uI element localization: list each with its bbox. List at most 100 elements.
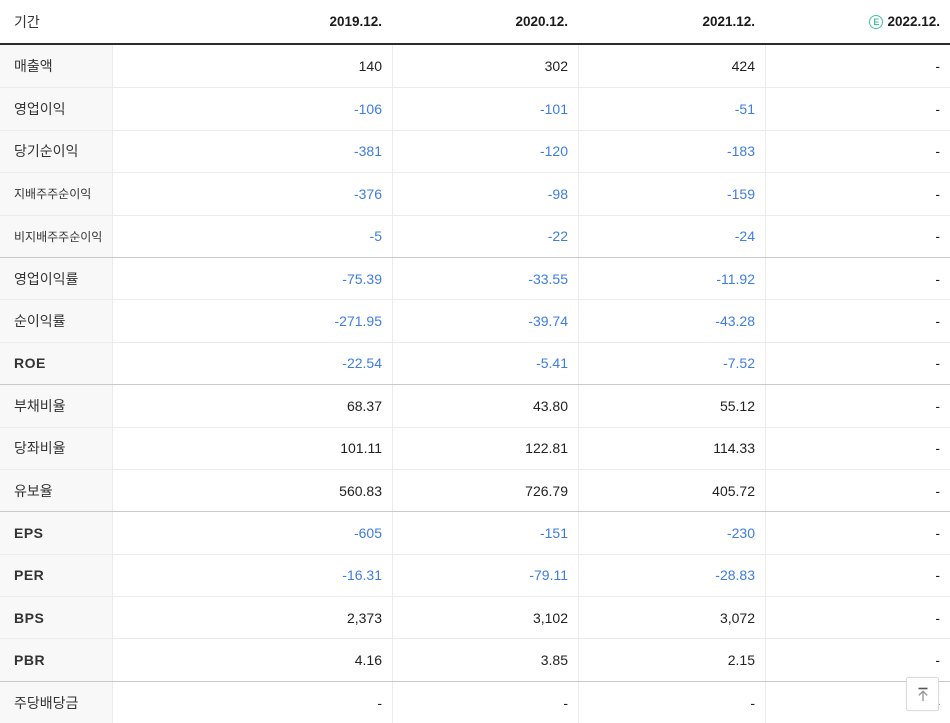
cell-value: -: [765, 88, 950, 130]
table-row: 당좌비율 101.11 122.81 114.33 -: [0, 426, 950, 469]
table-row: 영업이익률 -75.39 -33.55 -11.92 -: [0, 256, 950, 300]
row-label: 지배주주순이익: [0, 173, 112, 215]
table-row: PER -16.31 -79.11 -28.83 -: [0, 553, 950, 597]
cell-value: -: [765, 469, 950, 512]
row-label: BPS: [0, 597, 112, 639]
cell-value: -11.92: [578, 257, 765, 300]
cell-value: -75.39: [112, 257, 392, 300]
cell-value: -33.55: [392, 257, 578, 300]
table-row: 당기순이익 -381 -120 -183 -: [0, 129, 950, 173]
cell-value: -230: [578, 512, 765, 554]
cell-value: -271.95: [112, 300, 392, 342]
column-header-2022-12: E 2022.12.: [765, 0, 950, 43]
cell-value: -98: [392, 173, 578, 215]
cell-value: -51: [578, 88, 765, 130]
row-label: 유보율: [0, 469, 112, 512]
cell-value: 726.79: [392, 469, 578, 512]
cell-value: -24: [578, 215, 765, 257]
cell-value: -22: [392, 215, 578, 257]
table-row: 순이익률 -271.95 -39.74 -43.28 -: [0, 299, 950, 342]
cell-value: 302: [392, 45, 578, 88]
cell-value: -43.28: [578, 300, 765, 342]
cell-value: -159: [578, 173, 765, 215]
table-row: 비지배주주순이익 -5 -22 -24 -: [0, 214, 950, 257]
table-row: 부채비율 68.37 43.80 55.12 -: [0, 384, 950, 427]
cell-value: -: [765, 597, 950, 639]
cell-value: 3.85: [392, 639, 578, 681]
row-label: 영업이익: [0, 88, 112, 130]
cell-value: 2.15: [578, 639, 765, 681]
cell-value: -: [765, 512, 950, 554]
cell-value: 560.83: [112, 469, 392, 512]
cell-value: -5: [112, 215, 392, 257]
cell-value: -151: [392, 512, 578, 554]
table-row: 유보율 560.83 726.79 405.72 -: [0, 468, 950, 512]
cell-value: -: [112, 681, 392, 723]
cell-value: -106: [112, 88, 392, 130]
cell-value: -16.31: [112, 554, 392, 597]
cell-value: -: [765, 427, 950, 469]
column-header-2022-12-label: 2022.12.: [887, 14, 940, 29]
table-row: PBR 4.16 3.85 2.15 -: [0, 638, 950, 681]
cell-value: -101: [392, 88, 578, 130]
cell-value: -376: [112, 173, 392, 215]
cell-value: 55.12: [578, 385, 765, 427]
cell-value: -: [765, 300, 950, 342]
cell-value: 101.11: [112, 427, 392, 469]
table-body: 매출액 140 302 424 - 영업이익 -106 -101 -51 - 당…: [0, 45, 950, 723]
cell-value: -: [765, 385, 950, 427]
cell-value: 424: [578, 45, 765, 88]
cell-value: -22.54: [112, 342, 392, 385]
cell-value: -28.83: [578, 554, 765, 597]
row-label: EPS: [0, 512, 112, 554]
column-header-2019-12: 2019.12.: [329, 14, 382, 29]
cell-value: -: [392, 681, 578, 723]
table-row: 매출액 140 302 424 -: [0, 45, 950, 88]
row-label: ROE: [0, 342, 112, 385]
column-header-2021-12: 2021.12.: [702, 14, 755, 29]
cell-value: 43.80: [392, 385, 578, 427]
cell-value: -: [765, 639, 950, 681]
cell-value: 122.81: [392, 427, 578, 469]
cell-value: -: [765, 130, 950, 173]
arrow-up-to-top-icon: [917, 687, 928, 701]
cell-value: -120: [392, 130, 578, 173]
cell-value: 2,373: [112, 597, 392, 639]
table-row: 영업이익 -106 -101 -51 -: [0, 87, 950, 130]
cell-value: 3,072: [578, 597, 765, 639]
table-row: 주당배당금 - - - -: [0, 680, 950, 723]
cell-value: -: [765, 173, 950, 215]
table-row: ROE -22.54 -5.41 -7.52 -: [0, 341, 950, 385]
cell-value: 4.16: [112, 639, 392, 681]
table-row: EPS -605 -151 -230 -: [0, 511, 950, 554]
table-row: BPS 2,373 3,102 3,072 -: [0, 596, 950, 639]
cell-value: 68.37: [112, 385, 392, 427]
cell-value: -605: [112, 512, 392, 554]
cell-value: 3,102: [392, 597, 578, 639]
row-label: 당좌비율: [0, 427, 112, 469]
row-label: 당기순이익: [0, 130, 112, 173]
row-label: 영업이익률: [0, 257, 112, 300]
cell-value: -: [765, 342, 950, 385]
cell-value: -381: [112, 130, 392, 173]
period-header: 기간: [14, 13, 40, 30]
row-label: 부채비율: [0, 385, 112, 427]
cell-value: -5.41: [392, 342, 578, 385]
cell-value: -: [765, 215, 950, 257]
cell-value: 405.72: [578, 469, 765, 512]
row-label: 매출액: [0, 45, 112, 88]
cell-value: -: [765, 257, 950, 300]
cell-value: -7.52: [578, 342, 765, 385]
cell-value: -: [765, 554, 950, 597]
scroll-to-top-button[interactable]: [906, 677, 939, 711]
cell-value: -: [578, 681, 765, 723]
row-label: 주당배당금: [0, 681, 112, 723]
cell-value: 140: [112, 45, 392, 88]
table-row: 지배주주순이익 -376 -98 -159 -: [0, 172, 950, 215]
row-label: 비지배주주순이익: [0, 215, 112, 257]
row-label: PBR: [0, 639, 112, 681]
row-label: 순이익률: [0, 300, 112, 342]
column-header-2020-12: 2020.12.: [515, 14, 568, 29]
row-label: PER: [0, 554, 112, 597]
